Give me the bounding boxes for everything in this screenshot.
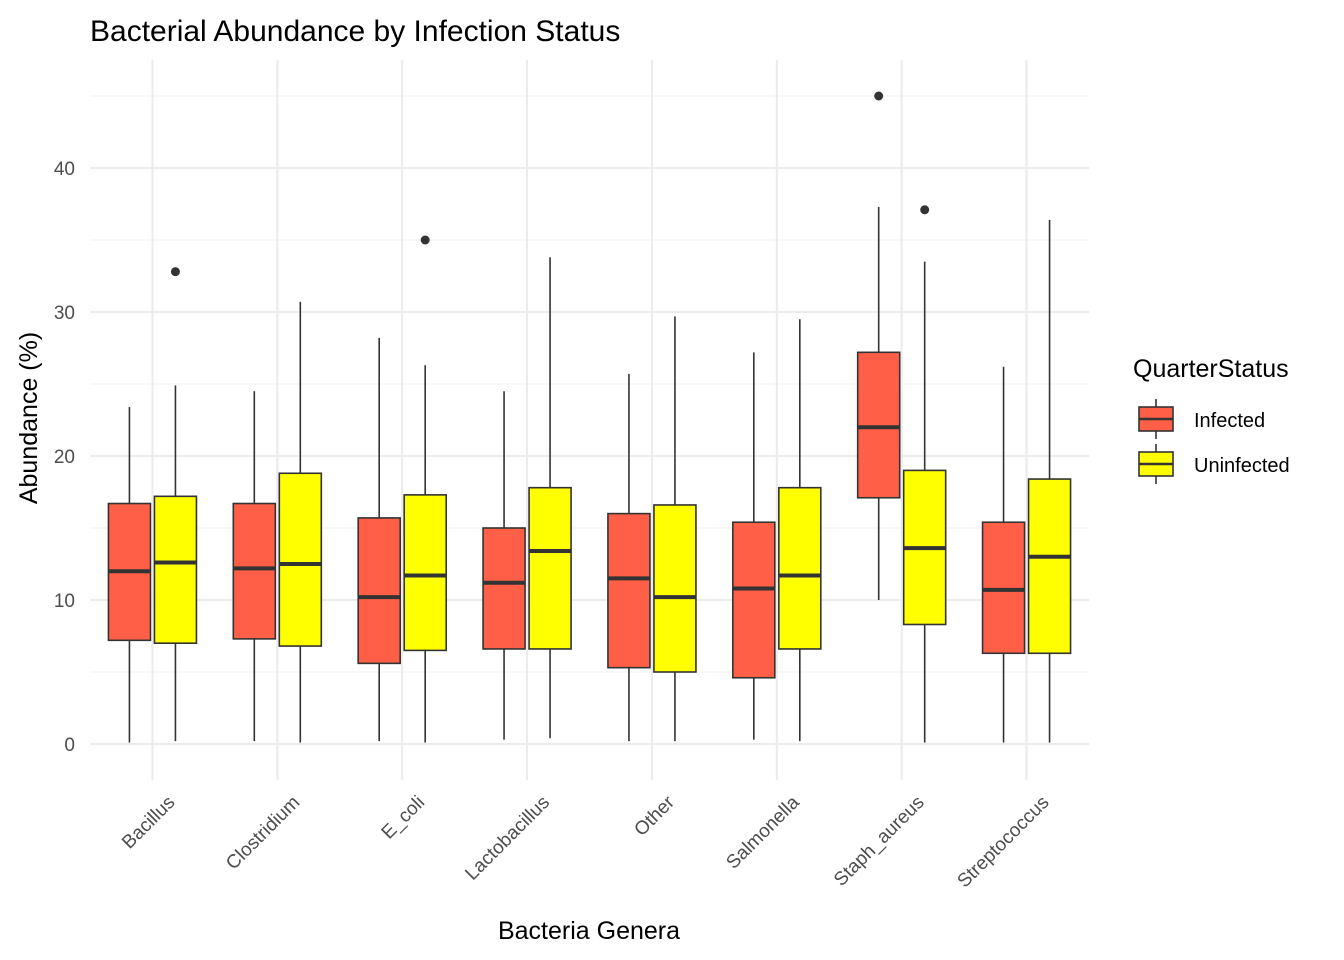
box-uninfected-salmonella [778, 319, 822, 742]
x-tick-label: Bacillus [118, 792, 179, 853]
box-iqr [528, 486, 572, 650]
y-tick-label: 0 [64, 735, 75, 756]
box-iqr [153, 495, 198, 645]
box-infected-staph_aureus [856, 91, 901, 600]
outlier-point [420, 235, 430, 245]
box-iqr [357, 517, 401, 665]
y-tick-label: 30 [54, 303, 75, 324]
y-tick-label: 20 [54, 447, 75, 468]
box-iqr [1027, 478, 1072, 655]
box-iqr [778, 486, 822, 650]
box-uninfected-streptococcus [1027, 219, 1072, 743]
box-iqr [607, 512, 651, 669]
box-infected-streptococcus [981, 366, 1026, 743]
box-infected-other [607, 373, 651, 742]
box-uninfected-e_coli [403, 235, 447, 743]
legend-title: QuarterStatus [1133, 355, 1289, 383]
box-infected-lactobacillus [482, 391, 526, 740]
legend-item-infected: Infected [1138, 399, 1265, 439]
box-uninfected-staph_aureus [902, 205, 947, 743]
box-iqr [981, 521, 1026, 655]
box-iqr [278, 472, 323, 647]
box-uninfected-bacillus [153, 267, 198, 742]
y-tick-label: 40 [54, 159, 75, 180]
box-iqr [482, 527, 526, 650]
legend: QuarterStatus Infected Uninfected [1133, 355, 1290, 484]
x-tick-label: Streptococcus [954, 792, 1054, 892]
outlier-point [170, 267, 180, 277]
legend-item-uninfected: Uninfected [1138, 444, 1290, 484]
chart-title: Bacterial Abundance by Infection Status [90, 15, 620, 48]
outlier-point [874, 91, 884, 101]
box-iqr [732, 521, 776, 679]
box-iqr [653, 504, 697, 673]
box-iqr [856, 351, 901, 499]
box-iqr [403, 494, 447, 652]
y-axis-title: Abundance (%) [15, 332, 43, 504]
x-tick-label: Clostridium [222, 792, 304, 874]
box-infected-e_coli [357, 337, 401, 742]
x-axis-title: Bacteria Genera [498, 917, 680, 945]
outlier-point [920, 205, 930, 215]
box-infected-bacillus [107, 407, 152, 743]
y-axis-ticks: 0 10 20 30 40 [54, 159, 75, 756]
box-infected-clostridium [232, 391, 277, 742]
x-tick-label: Staph_aureus [830, 792, 929, 891]
x-tick-label: Salmonella [722, 792, 804, 874]
legend-label: Infected [1194, 410, 1265, 432]
legend-label: Uninfected [1194, 455, 1290, 477]
grid-lines [90, 60, 1089, 780]
box-uninfected-lactobacillus [528, 257, 572, 739]
box-infected-salmonella [732, 352, 776, 740]
x-tick-label: Lactobacillus [461, 792, 554, 885]
x-tick-label: E_coli [378, 792, 429, 843]
y-tick-label: 10 [54, 591, 75, 612]
x-tick-label: Other [630, 792, 679, 841]
box-iqr [232, 502, 277, 640]
x-axis-ticks: Bacillus Clostridium E_coli Lactobacillus Ot… [118, 792, 1053, 892]
boxplot-marks [107, 91, 1072, 743]
box-uninfected-other [653, 316, 697, 742]
box-uninfected-clostridium [278, 301, 323, 743]
